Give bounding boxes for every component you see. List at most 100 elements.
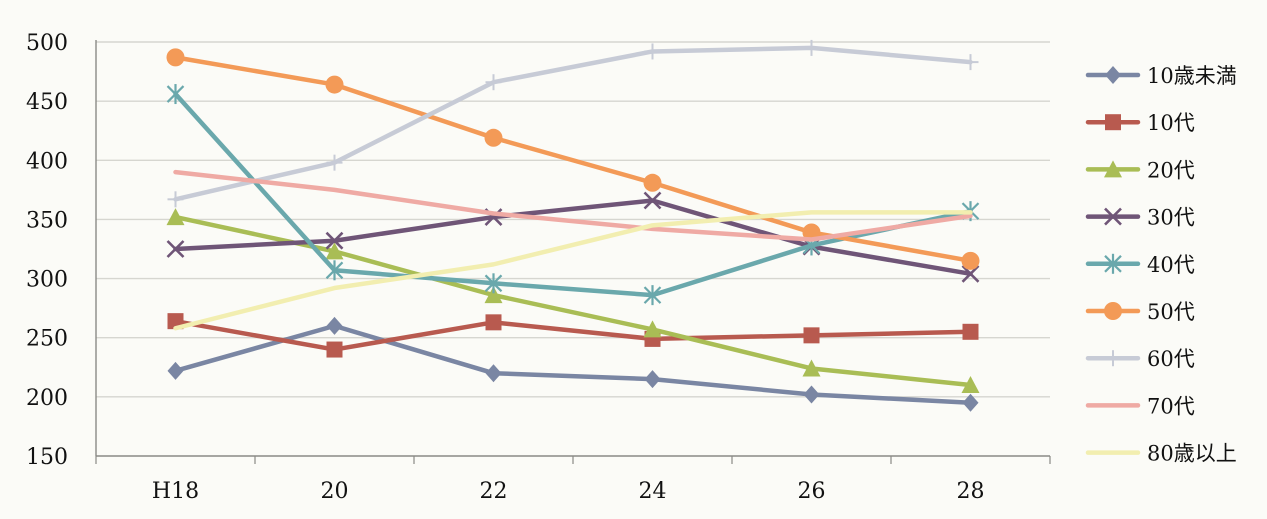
legend-label: 70代 [1147,394,1195,418]
series-line [173,45,973,202]
data-point [802,359,821,377]
legend-item: 30代 [1085,206,1195,230]
legend-item: 80歳以上 [1085,442,1237,466]
data-point [961,376,980,394]
legend-label: 40代 [1147,253,1195,277]
legend-marker [1104,207,1122,226]
legend: 10歳未満 10代 20代 30代 40代 50代 60代 70代 80歳以上 [1085,64,1237,466]
series-7 [173,169,973,242]
y-tick-label: 200 [26,386,68,411]
legend-label: 80歳以上 [1147,442,1237,466]
series-2 [166,208,980,394]
legend-marker [1105,114,1121,131]
data-point [167,361,184,380]
x-tick-label: 20 [321,479,349,504]
series-line [173,91,973,298]
legend-label: 30代 [1147,206,1195,230]
data-point [485,74,502,91]
legend-item: 10代 [1085,111,1195,135]
series-line [173,169,973,242]
y-tick-label: 500 [26,31,68,56]
series-line [173,55,973,264]
legend-item: 50代 [1085,300,1195,324]
x-tick-label: 22 [480,479,508,504]
x-tick-label: 26 [798,479,826,504]
data-point [167,191,184,208]
data-point [643,285,662,306]
data-point [325,242,344,260]
data-point [484,128,503,147]
data-point [326,154,343,171]
data-point [166,48,185,67]
legend-label: 10歳未満 [1147,64,1237,88]
legend-marker [1104,302,1122,320]
data-point [962,54,979,71]
series-line [173,323,973,406]
data-point [166,84,185,105]
data-point [803,385,820,404]
y-tick-label: 450 [26,90,68,115]
y-tick-label: 400 [26,149,68,174]
y-tick-label: 150 [26,445,68,470]
data-point-stroke [961,264,980,283]
series-4 [166,84,980,306]
legend-item: 70代 [1085,394,1195,418]
data-point [325,231,344,250]
legend-label: 50代 [1147,300,1195,324]
data-point [326,316,343,335]
legend-label: 20代 [1147,158,1195,182]
legend-marker [1105,66,1121,84]
data-point [485,314,502,331]
y-tick-label: 300 [26,268,68,293]
series-6 [167,39,979,208]
data-point [961,251,980,270]
data-point [325,75,344,94]
data-point [484,286,503,304]
series-0 [167,316,979,412]
data-point [485,364,502,383]
data-point-stroke [484,208,503,226]
data-point-stroke [643,191,662,210]
legend-marker [1104,253,1122,274]
data-point [166,208,185,226]
data-point [484,273,503,294]
data-point [644,43,661,60]
legend-item: 60代 [1085,347,1195,371]
series-8 [173,210,973,331]
series-1 [167,313,979,358]
legend-marker-stroke [1104,207,1122,226]
series-line [173,210,973,331]
data-point [166,240,185,258]
data-point [962,323,979,340]
data-point [962,393,979,412]
data-point-stroke [325,231,344,250]
data-point [326,341,343,358]
data-point [643,191,662,210]
legend-item: 20代 [1085,158,1195,182]
data-point-stroke [166,240,185,258]
data-point [803,39,820,56]
data-point [325,260,344,281]
data-point [644,370,661,389]
data-point [643,320,662,338]
legend-marker [1105,350,1121,367]
data-point [803,327,820,344]
series-line [173,318,973,352]
legend-marker [1104,160,1122,178]
y-tick-label: 250 [26,327,68,352]
y-tick-label: 350 [26,208,68,233]
legend-item: 10歳未満 [1085,64,1237,88]
x-tick-label: H18 [152,479,199,504]
legend-item: 40代 [1085,253,1195,277]
legend-label: 60代 [1147,347,1195,371]
x-tick-label: 24 [639,479,667,504]
series-line [173,214,973,388]
data-point [643,173,662,192]
legend-label: 10代 [1147,111,1195,135]
series-lines [166,39,980,412]
axes: 150 200 250 300 350 400 450 500 H18 20 22 24 26 28 [26,31,1051,504]
data-point [961,264,980,283]
x-tick-label: 28 [957,479,985,504]
